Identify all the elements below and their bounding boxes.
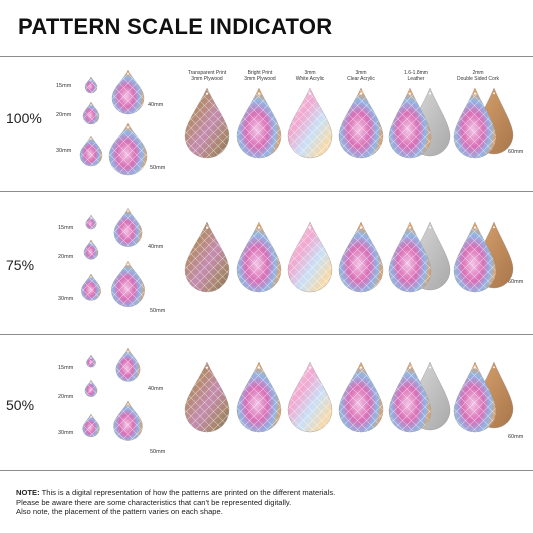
sample-drop-50mm	[111, 260, 145, 307]
transparent-print-drop	[184, 361, 230, 433]
leather-drop	[388, 221, 432, 293]
note-line-3: Also note, the placement of the pattern …	[16, 507, 223, 516]
size-label-30: 30mm	[56, 148, 72, 154]
sample-drop-20mm	[82, 101, 100, 125]
size-label-60: 60mm	[508, 434, 524, 440]
clear-acrylic-drop	[338, 221, 384, 293]
size-label-20: 20mm	[58, 394, 74, 400]
size-label-50: 50mm	[150, 165, 166, 171]
sample-drop-15mm	[86, 354, 96, 368]
leather-drop	[388, 87, 432, 159]
material-header-4: 1.6-1.8mm Leather	[404, 70, 428, 82]
size-label-15: 15mm	[58, 225, 74, 231]
scale-label-50: 50%	[6, 397, 35, 413]
divider-1	[0, 191, 533, 192]
cork-drop	[453, 87, 497, 159]
size-label-20: 20mm	[58, 254, 74, 260]
note-line-2: Please be aware there are some character…	[16, 497, 292, 507]
divider-bottom	[0, 470, 533, 471]
page-title: PATTERN SCALE INDICATOR	[18, 14, 333, 39]
leather-drop	[388, 361, 432, 433]
clear-acrylic-drop	[338, 87, 384, 159]
size-label-50: 50mm	[150, 308, 166, 314]
note-text-1: This is a digital representation of how …	[39, 488, 336, 497]
sample-drop-30mm	[79, 135, 103, 167]
material-header-5: 2mm Double Sided Cork	[457, 70, 499, 82]
size-label-15: 15mm	[56, 83, 72, 89]
sample-drop-50mm	[108, 122, 148, 176]
divider-2	[0, 334, 533, 335]
transparent-print-drop	[184, 87, 230, 159]
white-acrylic-drop	[287, 87, 333, 159]
cork-drop	[453, 361, 497, 433]
sample-drop-50mm	[113, 400, 143, 441]
size-label-40: 40mm	[148, 102, 164, 108]
white-acrylic-drop	[287, 221, 333, 293]
cork-drop	[453, 221, 497, 293]
divider-top	[0, 56, 533, 57]
scale-label-75: 75%	[6, 257, 35, 273]
size-label-40: 40mm	[148, 386, 164, 392]
bright-print-drop	[236, 87, 282, 159]
size-label-30: 30mm	[58, 296, 74, 302]
size-label-60: 60mm	[508, 149, 524, 155]
material-header-2: 3mm White Acrylic	[295, 70, 325, 82]
size-label-15: 15mm	[58, 365, 74, 371]
note-line-1: NOTE: This is a digital representation o…	[16, 488, 521, 498]
size-label-40: 40mm	[148, 244, 164, 250]
scale-label-100: 100%	[6, 110, 42, 126]
bright-print-drop	[236, 361, 282, 433]
size-label-30: 30mm	[58, 430, 74, 436]
clear-acrylic-drop	[338, 361, 384, 433]
sample-drop-40mm	[113, 207, 143, 247]
note-label: NOTE:	[16, 488, 40, 497]
bright-print-drop	[236, 221, 282, 293]
sample-drop-40mm	[115, 347, 141, 382]
white-acrylic-drop	[287, 361, 333, 433]
material-header-0: Transparent Print 3mm Plywood	[187, 70, 227, 82]
material-header-1: Bright Print 3mm Plywood	[244, 70, 276, 82]
sample-drop-20mm	[84, 379, 98, 397]
transparent-print-drop	[184, 221, 230, 293]
sample-drop-20mm	[83, 239, 99, 260]
sample-drop-15mm	[84, 76, 98, 94]
material-header-3: 3mm Clear Acrylic	[347, 70, 375, 82]
sample-drop-40mm	[111, 69, 145, 115]
size-label-20: 20mm	[56, 112, 72, 118]
footnote: NOTE: This is a digital representation o…	[16, 488, 521, 517]
sample-drop-15mm	[85, 214, 97, 230]
size-label-50: 50mm	[150, 449, 166, 455]
size-label-60: 60mm	[508, 279, 524, 285]
sample-drop-30mm	[82, 413, 100, 437]
sample-drop-30mm	[81, 273, 101, 301]
